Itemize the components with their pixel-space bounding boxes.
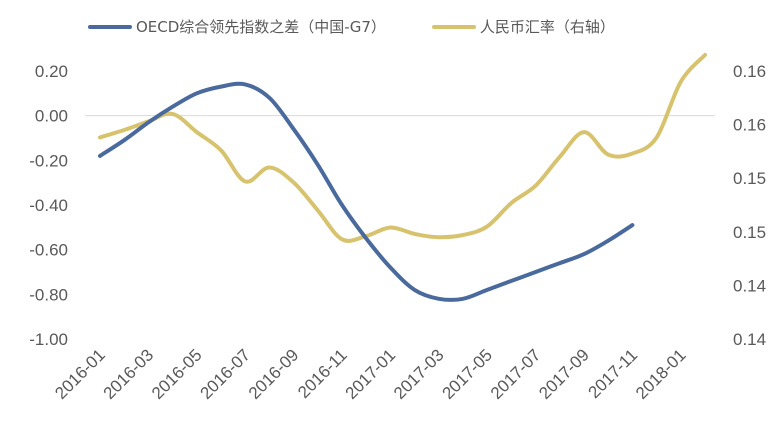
- x-tick-label: 2017-05: [438, 345, 496, 403]
- x-tick-label: 2017-03: [390, 345, 448, 403]
- legend-swatch-rmb: [431, 24, 476, 29]
- y-left-tick-label: 0.00: [35, 107, 68, 126]
- y-right-tick-label: 0.16: [733, 62, 766, 81]
- y-left-tick-label: 0.20: [35, 62, 68, 81]
- x-tick-label: 2017-09: [535, 345, 593, 403]
- y-left-tick-label: -1.00: [29, 330, 68, 349]
- y-right-tick-label: 0.15: [733, 169, 766, 188]
- x-tick-label: 2016-09: [245, 345, 303, 403]
- y-right-tick-label: 0.14: [733, 276, 766, 295]
- y-right-tick-label: 0.15: [733, 223, 766, 242]
- x-tick-label: 2016-03: [100, 345, 158, 403]
- legend: OECD综合领先指数之差（中国-G7） 人民币汇率（右轴）: [88, 16, 661, 37]
- y-left-tick-label: -0.40: [29, 196, 68, 215]
- x-tick-label: 2016-11: [294, 345, 351, 402]
- y-left-tick-label: -0.20: [29, 151, 68, 170]
- y-left-tick-label: -0.80: [29, 285, 68, 304]
- x-tick-label: 2016-01: [51, 345, 109, 403]
- legend-item-rmb: 人民币汇率（右轴）: [431, 16, 615, 37]
- y-right-tick-label: 0.16: [733, 116, 766, 135]
- legend-label-oecd: OECD综合领先指数之差（中国-G7）: [136, 18, 386, 36]
- legend-label-rmb: 人民币汇率（右轴）: [479, 18, 615, 36]
- y-left-tick-label: -0.60: [29, 241, 68, 260]
- series-line-oecd: [98, 81, 635, 302]
- x-tick-label: 2016-05: [148, 345, 206, 403]
- x-tick-label: 2017-01: [342, 345, 400, 403]
- series-line-rmb: [98, 52, 707, 243]
- x-tick-label: 2016-07: [196, 345, 254, 403]
- y-right-tick-label: 0.14: [733, 330, 766, 349]
- x-tick-label: 2017-11: [585, 345, 642, 402]
- legend-swatch-oecd: [88, 24, 132, 29]
- x-tick-label: 2017-07: [487, 345, 545, 403]
- legend-item-oecd: OECD综合领先指数之差（中国-G7）: [88, 16, 386, 37]
- x-tick-label: 2018-01: [632, 345, 690, 403]
